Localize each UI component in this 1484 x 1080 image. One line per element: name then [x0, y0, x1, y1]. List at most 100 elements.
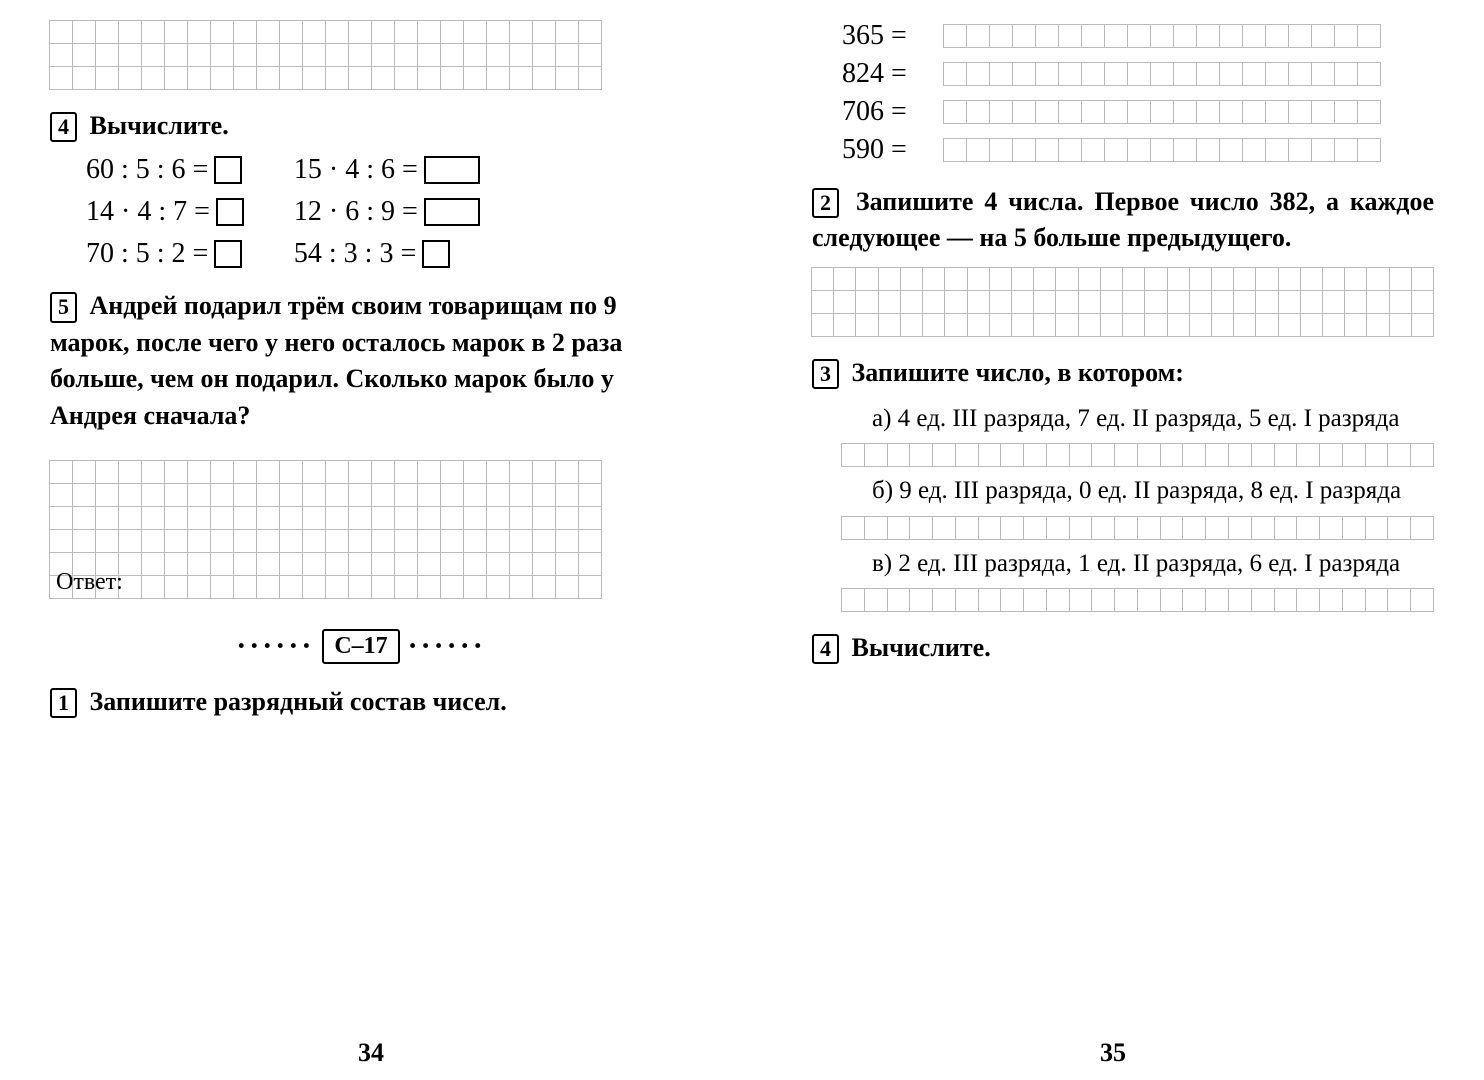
grid-cell — [256, 529, 280, 553]
grid-cell — [279, 506, 303, 530]
grid-cell — [141, 529, 165, 553]
grid-cell — [955, 588, 979, 612]
page-number-left: 34 — [0, 1038, 742, 1068]
grid-cell — [578, 20, 602, 44]
grid-cell — [233, 20, 257, 44]
grid-cell — [348, 460, 372, 484]
grid-cell — [486, 506, 510, 530]
grid-cell — [325, 575, 349, 599]
grid-cell — [878, 313, 901, 337]
grid-row — [50, 552, 672, 576]
grid-cell — [1342, 443, 1366, 467]
grid-cell — [486, 66, 510, 90]
grid-cell — [509, 483, 533, 507]
subitem-grid — [842, 516, 1434, 540]
grid-cell — [256, 460, 280, 484]
grid-cell — [325, 529, 349, 553]
grid-cell — [841, 443, 865, 467]
grid-cell — [555, 529, 579, 553]
grid-cell — [302, 483, 326, 507]
grid-cell — [187, 460, 211, 484]
page-number-right: 35 — [742, 1038, 1484, 1068]
grid-cell — [989, 138, 1013, 162]
calc-line: 14 · 4 : 7 = — [86, 196, 244, 228]
grid-cell — [1334, 62, 1358, 86]
grid-cell — [1251, 443, 1275, 467]
task-5: 5 Андрей подарил трём своим товарищам по… — [50, 288, 672, 434]
grid-cell — [1242, 24, 1266, 48]
grid-cell — [1069, 443, 1093, 467]
grid-cell — [989, 62, 1013, 86]
grid-cell — [1144, 267, 1167, 291]
task-3-subitem: в) 2 ед. III разряда, 1 ед. II разряда, … — [812, 546, 1434, 582]
grid-cell — [909, 516, 933, 540]
grid-cell — [1387, 588, 1411, 612]
grid-cell — [1189, 267, 1212, 291]
grid-cell — [1288, 100, 1312, 124]
calc-expression: 14 · 4 : 7 = — [86, 196, 210, 228]
calc-line: 70 : 5 : 2 = — [86, 238, 244, 270]
grid-cell — [966, 138, 990, 162]
grid-cell — [95, 66, 119, 90]
task-4-right-num: 4 — [812, 634, 839, 664]
task-3-subitem: б) 9 ед. III разряда, 0 ед. II разряда, … — [812, 473, 1434, 509]
grid-cell — [486, 483, 510, 507]
grid-cell — [141, 506, 165, 530]
grid-cell — [1205, 588, 1229, 612]
grid-cell — [463, 506, 487, 530]
grid-cell — [371, 552, 395, 576]
grid-cell — [555, 43, 579, 67]
task-3-title: Запишите число, в котором: — [852, 358, 1184, 387]
grid-cell — [440, 43, 464, 67]
grid-cell — [1104, 138, 1128, 162]
grid-cell — [348, 529, 372, 553]
grid-cell — [1033, 267, 1056, 291]
grid-cell — [1012, 62, 1036, 86]
grid-cell — [1389, 313, 1412, 337]
grid-cell — [187, 43, 211, 67]
grid-cell — [978, 516, 1002, 540]
grid-cell — [1334, 24, 1358, 48]
grid-cell — [1411, 267, 1434, 291]
grid-cell — [1104, 24, 1128, 48]
equation-grid — [944, 62, 1381, 86]
grid-cell — [417, 460, 441, 484]
equation-row: 365 = — [842, 20, 1434, 52]
grid-cell — [1100, 290, 1123, 314]
task-2-text: Запишите 4 числа. Первое число 382, а ка… — [812, 187, 1434, 252]
grid-cell — [555, 506, 579, 530]
grid-cell — [1410, 516, 1434, 540]
grid-cell — [233, 460, 257, 484]
grid-cell — [1173, 24, 1197, 48]
grid-cell — [1322, 290, 1345, 314]
grid-cell — [1410, 443, 1434, 467]
grid-cell — [1196, 100, 1220, 124]
grid-cell — [1296, 516, 1320, 540]
grid-cell — [1366, 313, 1389, 337]
grid-cell — [1189, 290, 1212, 314]
answer-box — [214, 240, 242, 268]
grid-cell — [256, 20, 280, 44]
grid-cell — [417, 506, 441, 530]
grid-cell — [1150, 62, 1174, 86]
grid-cell — [1242, 138, 1266, 162]
grid-cell — [532, 43, 556, 67]
grid-cell — [967, 267, 990, 291]
grid-cell — [1196, 62, 1220, 86]
grid-cell — [555, 552, 579, 576]
grid-cell — [1046, 588, 1070, 612]
grid-cell — [864, 443, 888, 467]
grid-cell — [1265, 138, 1289, 162]
grid-cell — [187, 66, 211, 90]
grid-cell — [1035, 138, 1059, 162]
grid-cell — [989, 313, 1012, 337]
grid-cell — [1058, 138, 1082, 162]
grid-cell — [1228, 588, 1252, 612]
grid-cell — [187, 483, 211, 507]
grid-cell — [1255, 290, 1278, 314]
calc-expression: 60 : 5 : 6 = — [86, 154, 208, 186]
grid-cell — [49, 20, 73, 44]
grid-cell — [164, 43, 188, 67]
grid-cell — [1011, 313, 1034, 337]
grid-cell — [1278, 267, 1301, 291]
